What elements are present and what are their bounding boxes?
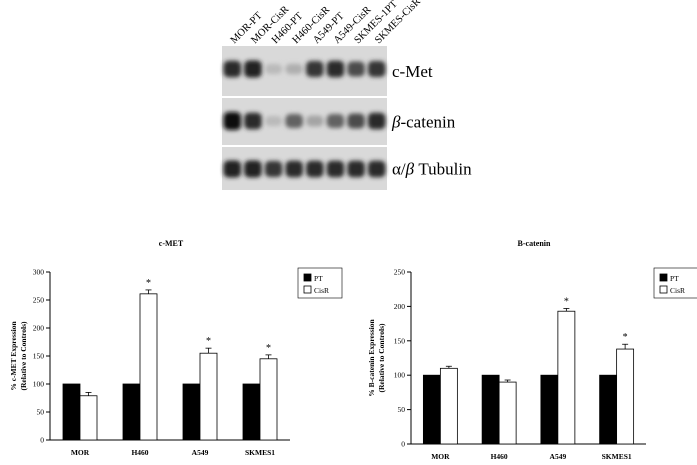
blot-band — [285, 160, 303, 178]
x-tick-label: H460 — [131, 448, 148, 457]
bar — [259, 358, 278, 441]
y-tick-label: 100 — [394, 371, 406, 380]
blot-band — [367, 112, 386, 130]
y-axis-label: % c-MET Expression — [9, 321, 18, 391]
blot-band — [244, 160, 262, 178]
bar — [422, 374, 441, 445]
y-axis-label-secondary: (Relative to Controls) — [377, 323, 386, 393]
blot-band — [306, 160, 324, 178]
bar — [439, 367, 458, 445]
western-blot-figure: MOR-PTMOR-CisRH460-PTH460-CisRA549-PTA54… — [222, 0, 472, 190]
bar — [498, 381, 517, 445]
blot-band — [326, 160, 345, 178]
x-tick-label: MOR — [71, 448, 90, 457]
b-catenin-bar-chart: B-catenin % B-catenin Expression (Relative… — [367, 239, 697, 461]
blot-band — [223, 60, 242, 78]
blot-band — [347, 160, 365, 178]
y-tick-label: 0 — [40, 436, 44, 445]
y-tick-label: 300 — [33, 268, 45, 277]
bar — [79, 395, 98, 441]
legend-label: CisR — [314, 286, 329, 295]
legend-swatch — [659, 285, 668, 294]
blot-band — [264, 64, 283, 74]
legend-swatch — [659, 273, 668, 282]
bar — [540, 374, 559, 445]
x-tick-label: SKMES1 — [602, 452, 632, 461]
y-tick-label: 150 — [33, 352, 45, 361]
chart-title: B-catenin — [518, 239, 551, 248]
legend-swatch — [303, 285, 312, 294]
blot-band — [347, 61, 365, 77]
blot-row-label: c-Met — [392, 62, 433, 81]
x-tick-label: H460 — [491, 452, 508, 461]
y-tick-label: 150 — [394, 336, 406, 345]
bar — [481, 374, 500, 445]
bar — [599, 374, 618, 445]
y-tick-label: 50 — [37, 408, 45, 417]
blot-band — [367, 160, 386, 178]
blot-band — [244, 60, 262, 78]
x-tick-label: A549 — [550, 452, 567, 461]
bar — [182, 383, 201, 441]
bar — [199, 352, 218, 441]
significance-marker: * — [206, 336, 211, 347]
significance-marker: * — [564, 296, 569, 307]
blot-band — [244, 112, 262, 130]
blot-row-label: α/β Tubulin — [392, 160, 472, 179]
y-tick-label: 200 — [394, 302, 406, 311]
blot-band — [326, 60, 345, 78]
y-tick-label: 50 — [398, 405, 406, 414]
significance-marker: * — [146, 278, 151, 289]
y-tick-label: 0 — [401, 440, 405, 449]
legend-label: CisR — [670, 286, 685, 295]
blot-band — [285, 63, 303, 75]
bar — [557, 310, 576, 445]
y-tick-label: 250 — [33, 296, 45, 305]
blot-band — [285, 114, 303, 128]
bar — [122, 383, 141, 441]
significance-marker: * — [623, 332, 628, 343]
blot-band — [347, 113, 365, 129]
bar — [242, 383, 261, 441]
bar — [139, 293, 158, 441]
x-tick-label: A549 — [192, 448, 209, 457]
blot-band — [264, 161, 283, 177]
significance-marker: * — [266, 343, 271, 354]
y-axis-label-secondary: (Relative to Controls) — [19, 321, 28, 391]
blot-band — [223, 112, 242, 130]
y-tick-label: 100 — [33, 380, 45, 389]
chart-title: c-MET — [159, 239, 184, 248]
bar — [62, 383, 81, 441]
legend-label: PT — [670, 274, 679, 283]
blot-band — [264, 116, 283, 126]
blot-row-label: β-catenin — [391, 113, 456, 132]
legend-swatch — [303, 273, 312, 282]
x-tick-label: MOR — [431, 452, 450, 461]
blot-band — [223, 160, 242, 178]
blot-band — [326, 114, 345, 128]
legend-label: PT — [314, 274, 323, 283]
y-axis-label: % B-catenin Expression — [367, 318, 376, 396]
c-met-bar-chart: c-MET % c-MET Expression (Relative to Cont… — [9, 239, 343, 457]
y-tick-label: 250 — [394, 268, 406, 277]
blot-band — [306, 61, 324, 77]
blot-band — [306, 115, 324, 127]
blot-band — [367, 61, 386, 77]
x-tick-label: SKMES1 — [245, 448, 275, 457]
bar — [616, 348, 635, 445]
y-tick-label: 200 — [33, 324, 45, 333]
